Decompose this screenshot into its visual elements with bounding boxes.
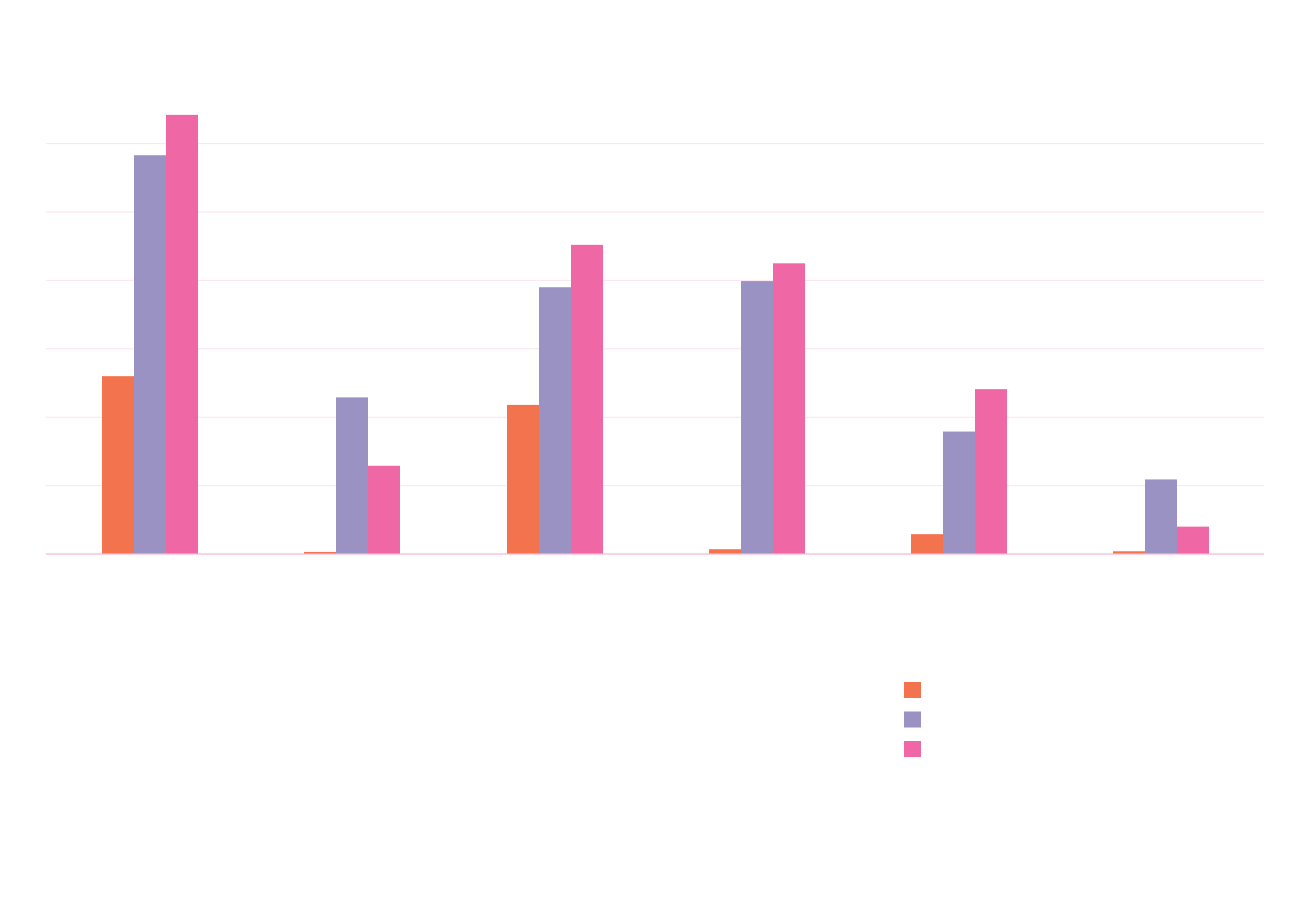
bar-series-2-group-4 [741,281,773,554]
bar-series-2-group-6 [1145,479,1177,554]
bar-series-3-group-6 [1177,526,1209,554]
bar-series-1-group-3 [507,404,539,554]
bar-series-1-group-1 [102,376,134,554]
bar-series-1-group-6 [1113,551,1145,554]
gridlines [46,143,1264,487]
bar-series-1-group-2 [304,551,336,554]
bar-series-3-group-1 [166,114,198,554]
legend-swatch-series-3 [904,741,921,757]
bar-series-1-group-4 [709,549,741,554]
bar-series-2-group-3 [539,287,571,554]
bars [102,114,1209,554]
bar-series-3-group-2 [368,465,400,554]
legend-swatch-series-2 [904,711,921,728]
bar-series-3-group-5 [975,389,1007,554]
bar-series-1-group-5 [911,534,943,554]
bar-series-2-group-5 [943,431,975,554]
bar-series-2-group-2 [336,397,368,554]
bar-series-3-group-3 [571,244,603,554]
legend-swatch-series-1 [904,682,921,698]
bar-series-3-group-4 [773,263,805,554]
legend [904,682,921,757]
bar-series-2-group-1 [134,155,166,554]
